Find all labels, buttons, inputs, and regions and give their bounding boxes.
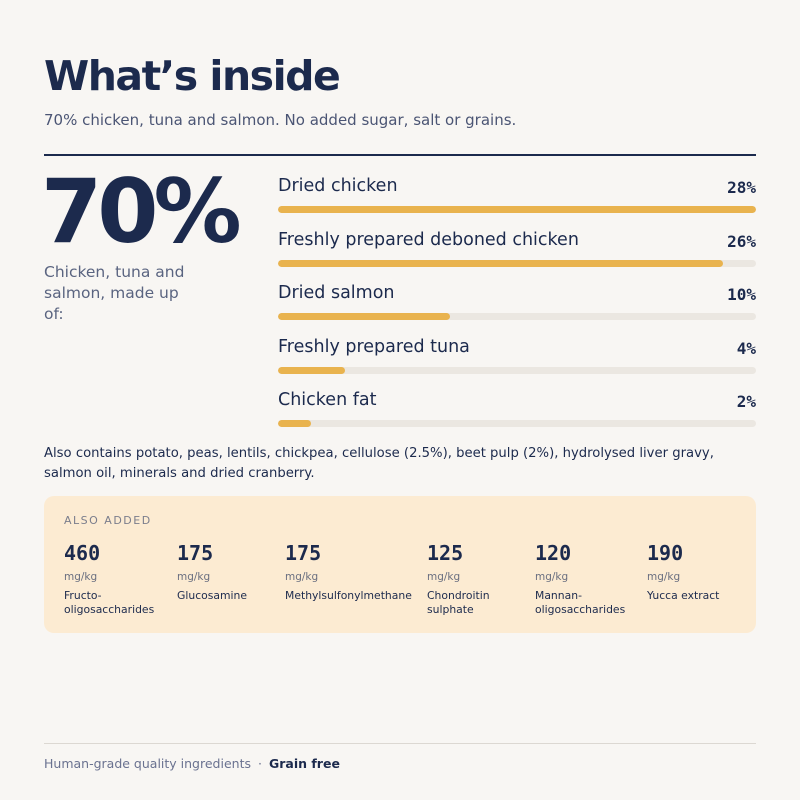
ingredient-percent: 26% bbox=[727, 231, 756, 251]
nutrient-item: 125 mg/kg Chondroitin sulphate bbox=[427, 540, 490, 617]
nutrient-value: 175 bbox=[177, 541, 214, 565]
ingredient-row: Dried chicken 28% bbox=[278, 176, 756, 230]
summary-percent: 70% bbox=[41, 160, 242, 263]
ingredient-bar-track bbox=[278, 420, 756, 427]
ingredient-percent: 4% bbox=[736, 338, 756, 358]
nutrient-item: 175 mg/kg Glucosamine bbox=[177, 540, 247, 603]
nutrient-value: 460 bbox=[64, 541, 101, 565]
footer-separator: · bbox=[257, 756, 262, 771]
nutrient-unit: mg/kg bbox=[285, 571, 319, 583]
nutrient-value: 190 bbox=[647, 541, 684, 565]
content: What’s inside 70% chicken, tuna and salm… bbox=[41, 0, 756, 800]
divider bbox=[44, 154, 756, 156]
ingredient-bars: Dried chicken 28% Freshly prepared debon… bbox=[278, 176, 756, 444]
nutrient-unit: mg/kg bbox=[647, 571, 681, 583]
nutrient-name: Mannan- oligosaccharides bbox=[535, 589, 626, 616]
ingredient-bar-track bbox=[278, 313, 756, 320]
ingredient-label: Dried salmon bbox=[278, 283, 395, 303]
nutrient-name: Methylsulfonylmethane bbox=[285, 589, 412, 602]
footer-grain-free: Grain free bbox=[268, 756, 340, 771]
nutrient-item: 175 mg/kg Methylsulfonylmethane bbox=[285, 540, 412, 603]
also-added-label: ALSO ADDED bbox=[64, 514, 152, 527]
ingredient-label: Dried chicken bbox=[278, 176, 398, 196]
ingredient-bar-fill bbox=[278, 420, 312, 427]
nutrient-unit: mg/kg bbox=[177, 571, 211, 583]
ingredient-bar-track bbox=[278, 259, 756, 267]
nutrient-unit: mg/kg bbox=[535, 571, 569, 583]
ingredient-label: Freshly prepared tuna bbox=[278, 336, 470, 357]
ingredient-bar-fill bbox=[278, 259, 723, 267]
ingredient-bar-fill bbox=[278, 366, 345, 374]
nutrient-value: 120 bbox=[535, 541, 572, 565]
footer-divider bbox=[44, 743, 756, 744]
ingredient-bar-track bbox=[278, 366, 756, 374]
also-added-panel: ALSO ADDED 460 mg/kg Fructo- oligosaccha… bbox=[44, 496, 756, 633]
nutrient-item: 120 mg/kg Mannan- oligosaccharides bbox=[535, 540, 625, 617]
nutrient-value: 175 bbox=[285, 541, 322, 565]
nutrient-name: Glucosamine bbox=[177, 589, 247, 602]
page-title: What’s inside bbox=[44, 52, 341, 100]
ingredient-percent: 10% bbox=[727, 285, 756, 304]
page-subtitle: 70% chicken, tuna and salmon. No added s… bbox=[44, 111, 517, 129]
ingredient-row: Dried salmon 10% bbox=[278, 283, 756, 337]
nutrient-item: 190 mg/kg Yucca extract bbox=[647, 540, 719, 603]
ingredient-percent: 28% bbox=[727, 178, 756, 197]
nutrient-item: 460 mg/kg Fructo- oligosaccharides bbox=[64, 540, 154, 617]
ingredient-bar-fill bbox=[278, 313, 451, 320]
nutrient-value: 125 bbox=[427, 541, 464, 565]
ingredient-label: Chicken fat bbox=[278, 390, 377, 410]
nutrient-unit: mg/kg bbox=[64, 571, 98, 583]
footer-quality: Human-grade quality ingredients bbox=[44, 756, 251, 771]
footer: Human-grade quality ingredients · Grain fr… bbox=[44, 756, 340, 771]
ingredient-bar-fill bbox=[278, 206, 756, 213]
summary-description: Chicken, tuna and salmon, made up of: bbox=[44, 263, 185, 323]
nutrient-name: Fructo- oligosaccharides bbox=[64, 589, 155, 616]
nutrient-name: Yucca extract bbox=[647, 589, 720, 602]
also-contains-text: Also contains potato, peas, lentils, chi… bbox=[44, 446, 714, 481]
ingredient-label: Freshly prepared deboned chicken bbox=[278, 229, 579, 250]
ingredient-percent: 2% bbox=[736, 392, 756, 411]
ingredient-row: Freshly prepared deboned chicken 26% bbox=[278, 230, 756, 284]
ingredient-row: Chicken fat 2% bbox=[278, 390, 756, 444]
nutrient-name: Chondroitin sulphate bbox=[427, 589, 490, 616]
ingredient-bar-track bbox=[278, 206, 756, 213]
nutrient-unit: mg/kg bbox=[427, 571, 461, 583]
ingredient-row: Freshly prepared tuna 4% bbox=[278, 337, 756, 391]
